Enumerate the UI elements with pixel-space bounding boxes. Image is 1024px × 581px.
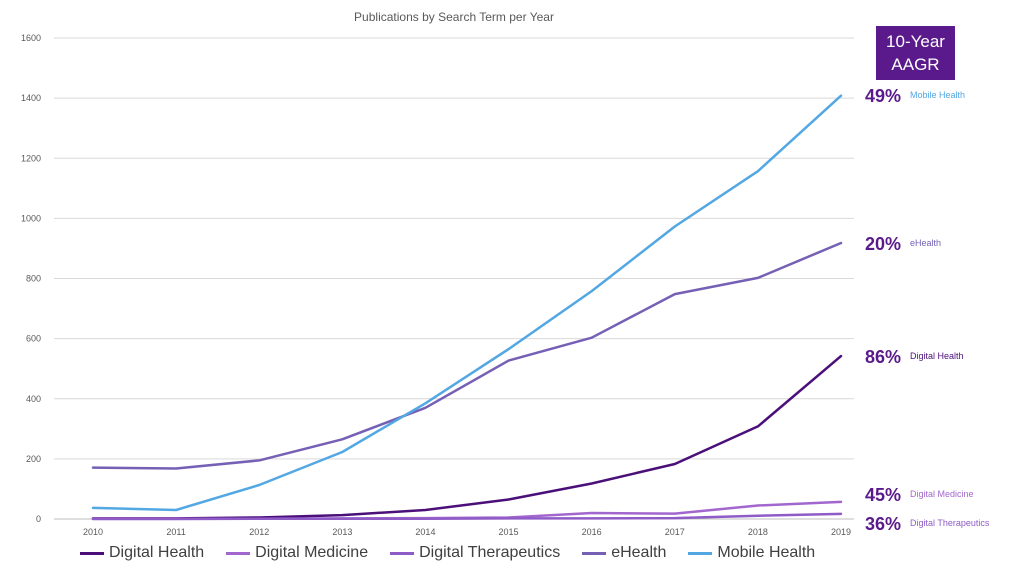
legend-label: Digital Therapeutics bbox=[419, 544, 561, 561]
aagr-percent: 45% bbox=[865, 485, 901, 505]
legend-swatch bbox=[80, 551, 104, 555]
x-tick-label: 2015 bbox=[499, 527, 519, 537]
series-line-digital-health bbox=[91, 354, 843, 520]
legend-swatch bbox=[688, 551, 713, 555]
series-line-digital-therapeutics bbox=[91, 512, 843, 521]
x-tick-label: 2012 bbox=[249, 527, 269, 537]
y-tick-label: 1400 bbox=[21, 93, 41, 103]
legend-item: Digital Medicine bbox=[226, 544, 368, 562]
y-tick-label: 1600 bbox=[21, 33, 41, 43]
aagr-label: eHealth bbox=[910, 238, 941, 248]
y-tick-label: 0 bbox=[36, 514, 41, 524]
x-tick-label: 2018 bbox=[748, 527, 768, 537]
legend-label: eHealth bbox=[611, 544, 667, 561]
x-tick-label: 2014 bbox=[415, 527, 435, 537]
x-tick-label: 2010 bbox=[83, 527, 103, 537]
legend-label: Digital Medicine bbox=[255, 544, 369, 561]
aagr-label: Digital Health bbox=[910, 351, 964, 361]
series-line-ehealth bbox=[91, 241, 843, 470]
legend-item: Digital Therapeutics bbox=[390, 544, 560, 562]
legend-label: Digital Health bbox=[109, 544, 205, 561]
aagr-percent: 49% bbox=[865, 86, 901, 106]
aagr-header-box: 10-Year AAGR bbox=[876, 26, 955, 80]
chart-legend: Digital Health Digital Medicine Digital Th… bbox=[80, 544, 837, 562]
y-tick-label: 200 bbox=[26, 454, 41, 464]
aagr-percent: 20% bbox=[865, 234, 901, 254]
y-tick-label: 400 bbox=[26, 394, 41, 404]
legend-item: Mobile Health bbox=[688, 544, 815, 562]
aagr-percent: 86% bbox=[865, 347, 901, 367]
x-tick-label: 2016 bbox=[582, 527, 602, 537]
aagr-label: Digital Therapeutics bbox=[910, 518, 990, 528]
x-tick-label: 2011 bbox=[166, 527, 185, 537]
legend-item: Digital Health bbox=[80, 544, 204, 562]
legend-label: Mobile Health bbox=[717, 544, 816, 561]
y-tick-label: 1000 bbox=[21, 213, 41, 223]
series-line-mobile-health bbox=[91, 94, 843, 512]
y-tick-label: 800 bbox=[26, 274, 41, 284]
x-tick-label: 2013 bbox=[332, 527, 352, 537]
aagr-header-line1: 10-Year bbox=[886, 32, 945, 51]
aagr-header-line2: AAGR bbox=[891, 55, 940, 74]
legend-swatch bbox=[390, 551, 415, 555]
legend-swatch bbox=[226, 551, 251, 555]
x-tick-label: 2017 bbox=[665, 527, 685, 537]
aagr-label: Digital Medicine bbox=[910, 489, 974, 499]
legend-item: eHealth bbox=[582, 544, 666, 562]
y-tick-label: 600 bbox=[26, 334, 41, 344]
aagr-percent: 36% bbox=[865, 514, 901, 534]
legend-swatch bbox=[582, 551, 607, 555]
chart-title: Publications by Search Term per Year bbox=[354, 10, 554, 24]
x-tick-label: 2019 bbox=[831, 527, 851, 537]
y-tick-label: 1200 bbox=[21, 153, 41, 163]
aagr-label: Mobile Health bbox=[910, 90, 965, 100]
